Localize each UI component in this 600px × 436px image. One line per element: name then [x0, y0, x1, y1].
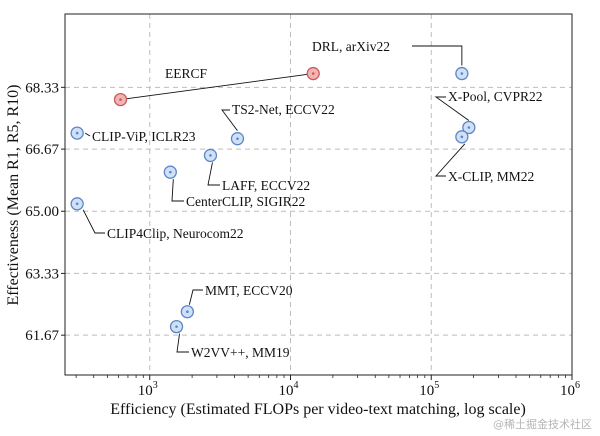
point-label: TS2-Net, ECCV22: [232, 102, 335, 117]
eercf-connector: [120, 73, 314, 101]
point-label-layer: EERCF DRL, arXiv22 X-Pool, CVPR22 X-CLIP, M…: [92, 39, 543, 360]
data-point-center: [209, 154, 212, 157]
leader-line: [176, 333, 189, 353]
x-tick-label: 104: [278, 380, 298, 399]
point-layer: [70, 66, 476, 334]
x-tick-exponent: 4: [293, 380, 298, 391]
x-tick-exponent: 6: [575, 380, 580, 391]
y-tick-label: 63.33: [25, 266, 59, 282]
watermark: @稀土掘金技术社区: [493, 418, 592, 431]
leader-line: [434, 143, 466, 177]
grid-layer: [65, 14, 573, 375]
data-point-center: [236, 137, 239, 140]
y-tick-label: 68.33: [25, 80, 59, 96]
y-tick-label: 66.67: [25, 142, 59, 158]
point-label: EERCF: [165, 66, 208, 81]
leader-line: [434, 96, 470, 121]
y-tick-label: 61.67: [25, 328, 59, 344]
point-label: W2VV++, MM19: [191, 345, 290, 360]
leader-line: [188, 289, 203, 305]
x-tick-label: 106: [560, 380, 580, 399]
x-axis-title: Efficiency (Estimated FLOPs per video-te…: [110, 401, 526, 418]
x-tick-exponent: 3: [153, 380, 158, 391]
x-tick-layer: 103 104 105 106: [75, 375, 580, 399]
leader-line: [207, 162, 220, 186]
point-label: DRL, arXiv22: [312, 39, 390, 54]
y-tick-layer: 61.67 63.33 65.00 66.67 68.33: [25, 80, 65, 344]
x-tick-exponent: 5: [434, 380, 439, 391]
data-point-center: [75, 202, 79, 206]
leader-line: [171, 179, 184, 202]
leader-layer: [82, 45, 470, 353]
point-label: CenterCLIP, SIGIR22: [186, 194, 305, 209]
data-point-center: [460, 135, 464, 139]
data-point-center: [175, 325, 178, 328]
data-point-center: [119, 98, 122, 101]
y-tick-label: 65.00: [25, 204, 59, 220]
y-axis-title: Effectiveness (Mean R1, R5, R10): [5, 85, 22, 306]
point-label: LAFF, ECCV22: [222, 178, 310, 193]
data-point-center: [75, 131, 79, 135]
point-label: X-Pool, CVPR22: [448, 89, 543, 104]
plot-frame: [64, 13, 573, 376]
x-tick-label: 103: [138, 380, 158, 399]
data-point-center: [467, 126, 471, 129]
point-label: X-CLIP, MM22: [448, 169, 534, 184]
data-point-center: [169, 170, 172, 174]
x-tick-label: 105: [419, 380, 439, 399]
leader-line: [84, 132, 91, 137]
leader-line: [412, 45, 463, 66]
point-label: CLIP4Clip, Neurocom22: [107, 226, 244, 241]
data-point-center: [311, 72, 315, 75]
data-point-center: [460, 72, 464, 75]
point-label: CLIP-ViP, ICLR23: [92, 129, 196, 144]
leader-line: [82, 209, 105, 234]
leader-line: [221, 109, 238, 131]
data-point-center: [186, 310, 189, 314]
point-label: MMT, ECCV20: [205, 283, 293, 298]
